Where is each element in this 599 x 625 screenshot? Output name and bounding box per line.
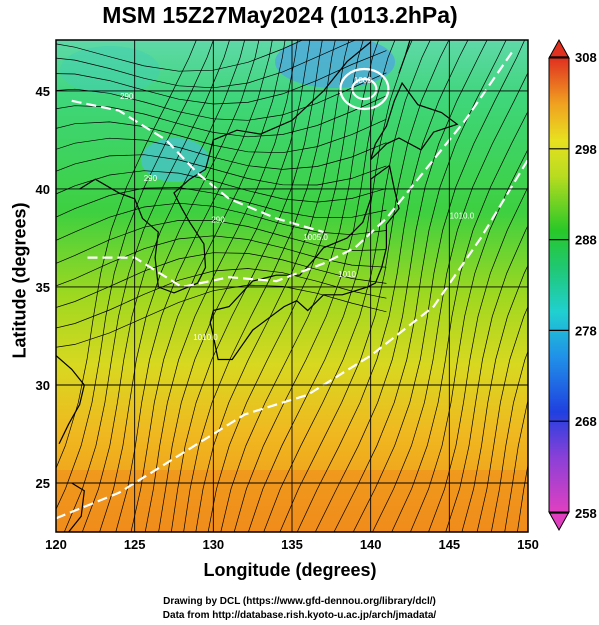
contour-label: 1010: [338, 270, 356, 279]
streamline: [207, 40, 364, 532]
streamline: [81, 40, 246, 532]
contour-label: 1010.0: [193, 333, 218, 342]
colorbar-tick-label: 268: [575, 414, 597, 429]
plot-frame: [55, 39, 529, 533]
streamline: [391, 110, 528, 532]
chart-title: MSM 15Z27May2024 (1013.2hPa): [102, 2, 458, 28]
x-tick-label: 145: [438, 537, 460, 552]
streamline: [410, 148, 528, 532]
wind-streamlines: [56, 40, 528, 532]
streamline: [314, 40, 488, 532]
streamline: [428, 186, 528, 532]
streamline: [352, 40, 526, 532]
cool-region-north: [275, 40, 395, 88]
low-pressure-contour: [339, 67, 390, 111]
x-tick-label: 120: [45, 537, 67, 552]
streamline: [279, 40, 450, 532]
contour-label: 1010.0: [450, 211, 475, 220]
y-ticks: 25 30 35 40 45: [36, 84, 50, 491]
y-tick-label: 40: [36, 182, 50, 197]
streamline: [461, 264, 528, 532]
low-pressure-contour-inner: [351, 77, 378, 101]
streamline: [490, 350, 528, 532]
coastline: [68, 482, 85, 532]
coastline: [56, 355, 85, 445]
x-tick-label: 150: [517, 537, 539, 552]
streamline: [296, 40, 469, 532]
streamline: [130, 40, 286, 532]
colorbar-bottom-arrow: [548, 511, 570, 532]
credit-data-source: Data from http://database.rish.kyoto-u.a…: [162, 610, 437, 621]
streamline: [63, 40, 230, 532]
streamline: [183, 40, 336, 532]
streamline: [115, 40, 273, 532]
colorbar-tick-label: 298: [575, 142, 597, 157]
colorbar-tick-label: 278: [575, 323, 597, 338]
streamline: [263, 40, 431, 532]
plot-area: 290 290 290 1005.0 1000 1010.0 1010.0 1010: [56, 40, 528, 532]
streamline: [476, 305, 528, 532]
contour-line: [56, 159, 528, 520]
streamline: [248, 40, 413, 532]
x-tick-label: 140: [360, 537, 382, 552]
coastline: [370, 81, 459, 161]
contour-line: [87, 51, 514, 289]
streamline: [445, 224, 528, 532]
y-tick-label: 35: [36, 280, 50, 295]
colorbar-tick-label: 288: [575, 233, 597, 248]
streamline: [504, 399, 528, 532]
x-tick-label: 135: [281, 537, 303, 552]
streamline: [170, 40, 323, 532]
colorbar-tick-label: 258: [575, 506, 597, 521]
y-tick-label: 25: [36, 476, 50, 491]
cool-region-korea-north: [141, 138, 209, 182]
x-tick-label: 125: [124, 537, 146, 552]
contour-line: [71, 99, 324, 234]
x-tick-label: 130: [202, 537, 224, 552]
x-ticks: 120 125 130 135 140 145 150: [45, 537, 539, 552]
cool-region-northwest: [60, 46, 160, 94]
credit-dcl: Drawing by DCL (https://www.gfd-dennou.o…: [163, 596, 436, 607]
contour-label: 290: [211, 215, 225, 224]
y-tick-label: 30: [36, 378, 50, 393]
colorbar-bar: [548, 57, 570, 513]
contour-label: 290: [144, 174, 158, 183]
grid: [56, 40, 528, 532]
streamline: [220, 40, 379, 532]
contour-label: 1005.0: [303, 233, 328, 242]
contour-labels: 290 290 290 1005.0 1000 1010.0 1010.0 1010: [120, 76, 475, 342]
y-tick-label: 45: [36, 84, 50, 99]
streamline: [56, 40, 214, 511]
colorbar-top-arrow: [548, 38, 570, 59]
streamline: [158, 40, 311, 532]
streamline: [56, 40, 197, 470]
pressure-contours: [56, 51, 528, 520]
coastline: [209, 164, 400, 361]
contour-label: 290: [120, 92, 134, 101]
streamline: [333, 40, 507, 532]
streamline: [372, 71, 528, 532]
streamline: [144, 40, 298, 532]
x-axis-label: Longitude (degrees): [203, 560, 377, 580]
colorbar: 258 268 278 288 298 308: [548, 38, 597, 532]
contour-label: 1000: [354, 76, 372, 85]
colorbar-tick-label: 308: [575, 50, 597, 65]
